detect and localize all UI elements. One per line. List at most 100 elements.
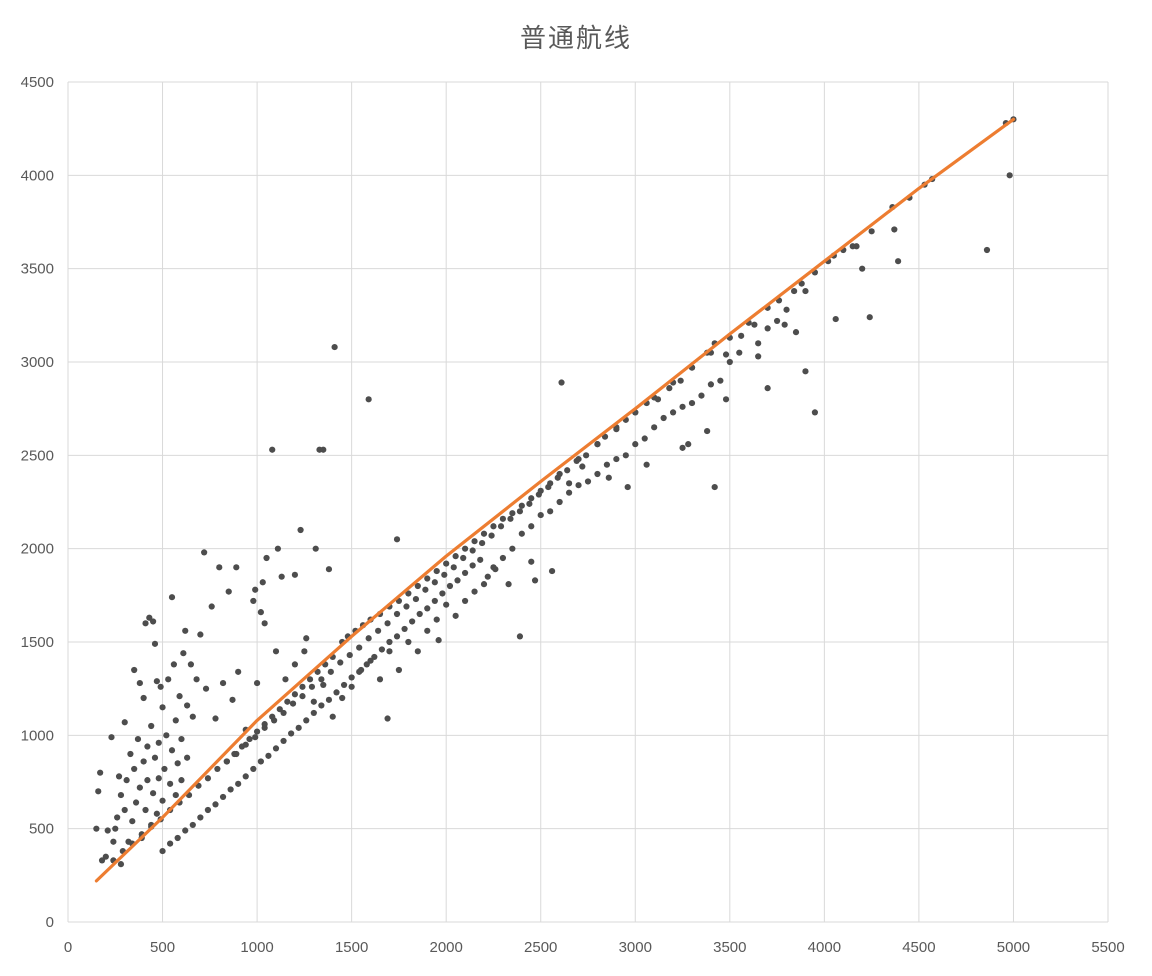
data-point <box>331 343 338 351</box>
data-point <box>312 545 319 552</box>
data-point <box>365 396 372 403</box>
data-point <box>301 648 308 655</box>
points-layer <box>93 116 1017 868</box>
data-point <box>250 765 257 773</box>
data-point <box>384 620 391 627</box>
data-point <box>110 838 117 845</box>
y-tick-label: 4500 <box>21 74 54 91</box>
data-point <box>176 693 183 700</box>
data-point <box>288 730 295 737</box>
data-point <box>446 582 454 590</box>
data-point <box>291 661 299 668</box>
data-point <box>583 452 590 459</box>
data-point <box>170 661 177 668</box>
x-tick-label: 2500 <box>524 939 557 956</box>
data-point <box>565 489 573 496</box>
trendline <box>94 117 1016 883</box>
data-point <box>409 618 416 625</box>
data-point <box>401 625 408 633</box>
data-point <box>299 693 306 700</box>
data-point <box>791 287 798 295</box>
data-point <box>112 825 119 832</box>
data-point <box>414 582 421 590</box>
y-tick-label: 3500 <box>21 261 54 278</box>
data-point <box>556 498 563 506</box>
data-point <box>783 306 790 313</box>
data-point <box>155 775 162 782</box>
data-point <box>403 603 410 610</box>
x-tick-label: 3500 <box>713 939 746 956</box>
data-point <box>707 381 715 388</box>
data-point <box>660 414 667 422</box>
y-tick-label: 500 <box>29 821 54 838</box>
data-point <box>303 635 310 642</box>
x-tick-label: 1500 <box>335 939 368 956</box>
data-point <box>811 409 819 416</box>
data-point <box>167 780 174 787</box>
data-point <box>584 478 592 485</box>
data-point <box>363 661 370 668</box>
chart-title: 普通航线 <box>519 24 632 54</box>
data-point <box>121 719 128 726</box>
data-point <box>129 818 136 825</box>
x-tick-label: 3000 <box>619 939 652 956</box>
data-point <box>242 773 249 780</box>
data-point <box>231 750 238 758</box>
data-point <box>346 651 353 659</box>
data-point <box>172 717 179 724</box>
data-point <box>325 566 333 573</box>
data-point <box>208 603 215 610</box>
data-point <box>471 538 478 545</box>
data-point <box>182 627 189 634</box>
data-point <box>480 581 488 588</box>
data-point <box>548 567 556 575</box>
data-point <box>144 743 151 750</box>
data-point <box>159 704 166 711</box>
data-point <box>605 474 612 481</box>
data-point <box>178 777 185 784</box>
data-point <box>219 679 227 687</box>
data-point <box>431 597 438 605</box>
data-point <box>131 666 138 674</box>
data-point <box>261 721 268 728</box>
data-point <box>443 560 450 567</box>
data-point <box>849 243 856 250</box>
data-point <box>469 547 476 554</box>
data-point <box>174 760 181 767</box>
data-point <box>108 734 115 741</box>
data-point <box>461 597 469 605</box>
data-point <box>868 228 875 235</box>
data-point <box>386 638 393 646</box>
data-point <box>259 579 266 586</box>
data-point <box>187 661 195 668</box>
data-point <box>167 840 174 847</box>
data-point <box>422 586 429 593</box>
data-point <box>127 750 134 758</box>
data-point <box>393 633 401 640</box>
data-point <box>212 715 219 722</box>
data-point <box>297 526 304 534</box>
data-point <box>189 821 196 829</box>
data-point <box>624 483 631 491</box>
data-point <box>452 553 459 560</box>
data-point <box>235 780 242 787</box>
data-point <box>518 502 525 509</box>
data-point <box>537 487 544 494</box>
data-point <box>121 806 128 814</box>
data-point <box>261 620 268 627</box>
data-point <box>365 635 372 642</box>
data-point <box>497 523 505 530</box>
data-point <box>895 258 902 265</box>
data-point <box>357 666 365 674</box>
data-point <box>250 597 257 605</box>
data-point <box>677 377 684 384</box>
data-point <box>263 554 270 562</box>
data-point <box>252 734 259 741</box>
data-point <box>832 315 839 323</box>
data-point <box>499 515 507 522</box>
data-point <box>95 788 102 795</box>
data-point <box>679 403 686 410</box>
data-point <box>412 595 420 603</box>
data-point <box>123 777 130 784</box>
